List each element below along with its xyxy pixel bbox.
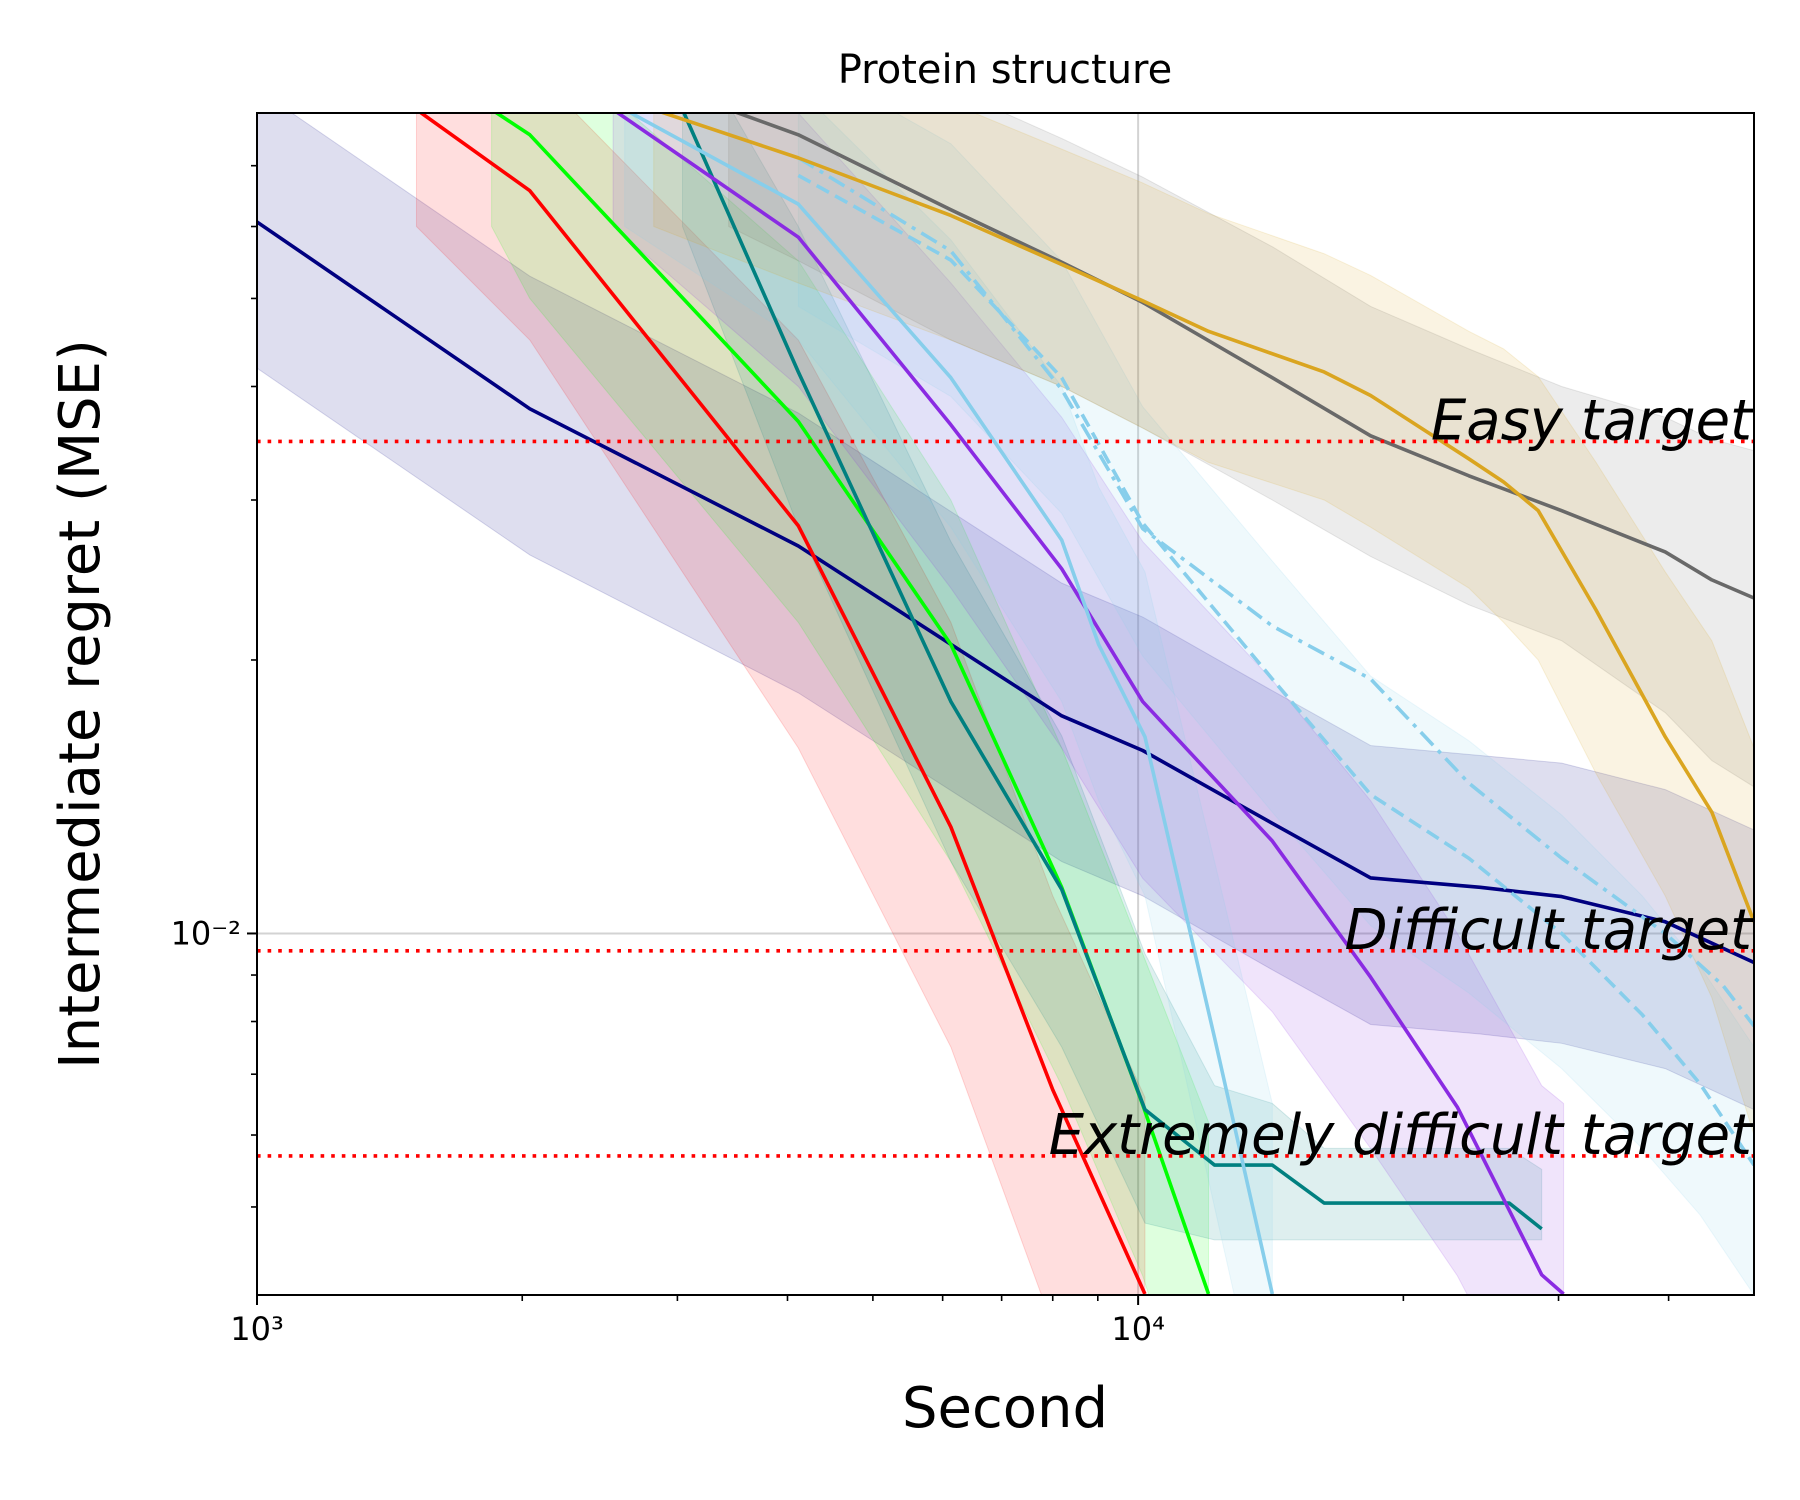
target-label: Difficult target — [1344, 898, 1754, 963]
target-label: Extremely difficult target — [1049, 1103, 1754, 1168]
line-series — [658, 113, 1754, 923]
line-series — [732, 113, 1754, 600]
x-tick-label: 10³ — [230, 1310, 284, 1348]
line-series — [797, 156, 1754, 1028]
line-series — [614, 113, 1565, 1295]
confidence-band — [415, 113, 1146, 1295]
confidence-band — [612, 113, 1565, 1295]
x-axis-label: Second — [902, 1376, 1108, 1441]
confidence-band — [257, 113, 1754, 1111]
axes: Easy target Difficult target Extremely dif… — [171, 112, 1755, 1348]
axes-frame — [256, 112, 1755, 1296]
line-series — [797, 173, 1754, 1167]
x-tick-label: 10⁴ — [1111, 1310, 1165, 1348]
confidence-band — [491, 113, 1210, 1295]
plot-area — [257, 113, 1754, 1295]
line-series — [418, 113, 1147, 1295]
confidence-band — [653, 113, 1754, 1136]
confidence-band — [728, 113, 1754, 788]
y-axis-label: Intermediate regret (MSE) — [48, 339, 113, 1069]
line-series — [627, 113, 1275, 1295]
y-tick-label: 10⁻² — [171, 914, 241, 952]
target-label: Easy target — [1431, 388, 1754, 453]
chart-title: Protein structure — [838, 47, 1172, 93]
line-series — [257, 220, 1754, 965]
line-series — [682, 113, 1543, 1231]
confidence-band — [797, 113, 1754, 1295]
